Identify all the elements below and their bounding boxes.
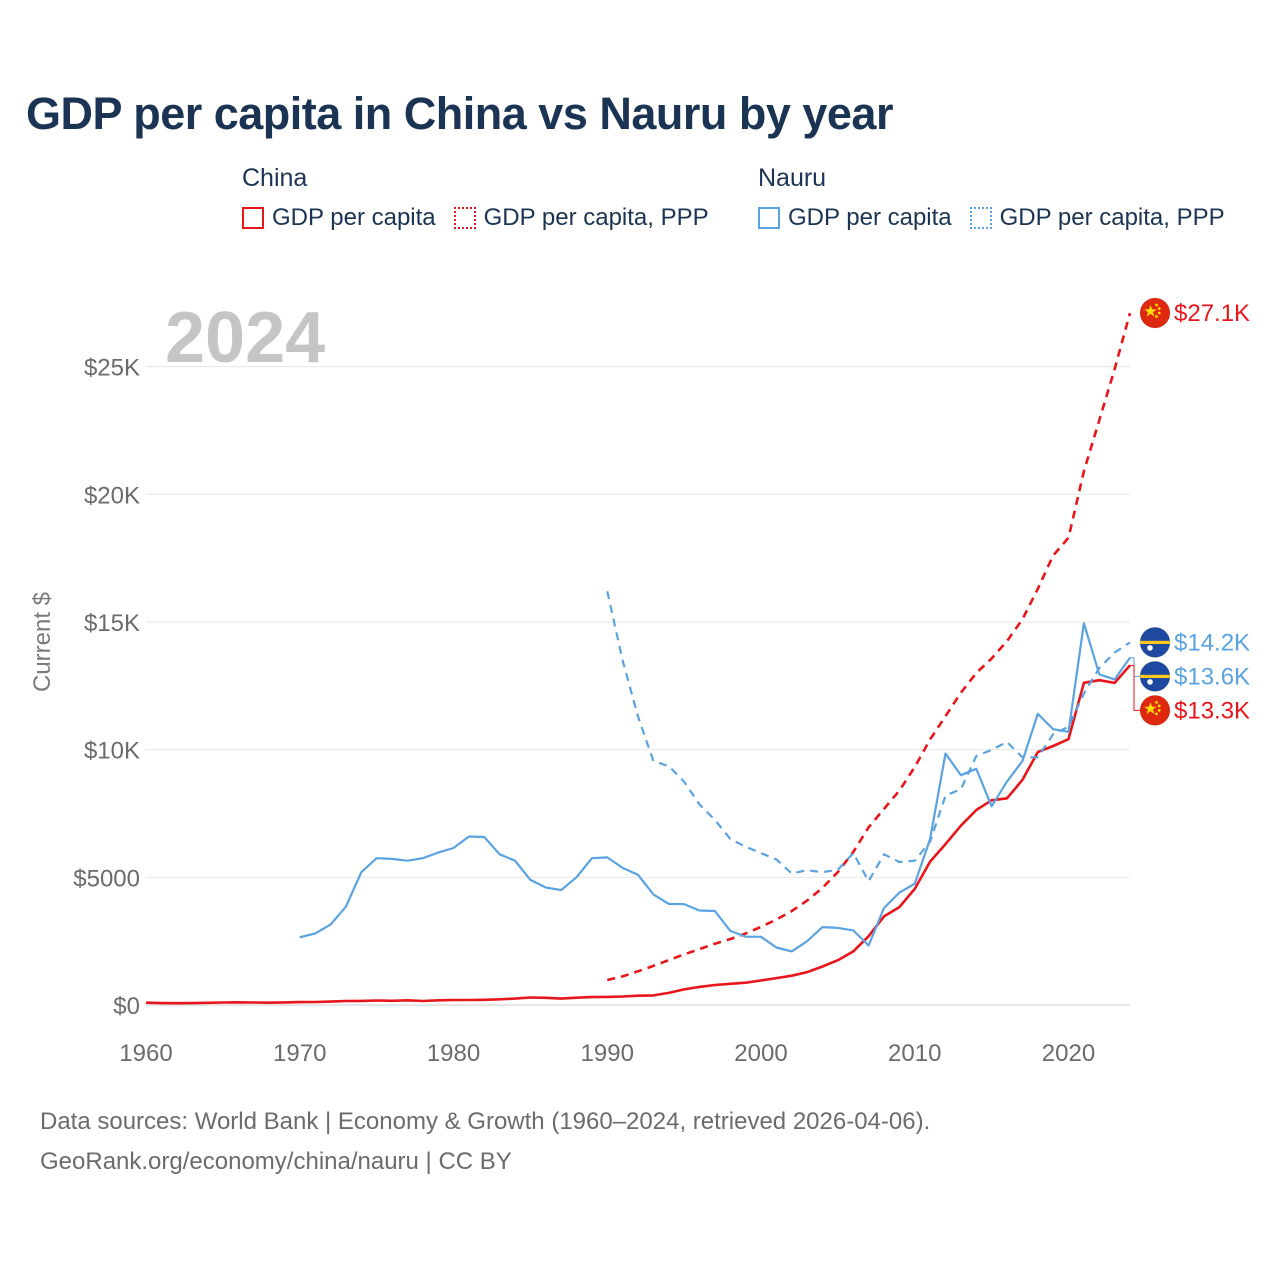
- legend-swatch-dotted-icon: [969, 207, 992, 229]
- year-label: 2024: [165, 298, 325, 378]
- series-line-2: [299, 622, 1131, 953]
- y-axis-label: Current $: [29, 592, 56, 692]
- end-labels: $27.1K $14.2K $13.6K $13.3K: [1130, 297, 1250, 726]
- y-tick-label: $15K: [84, 610, 140, 637]
- x-tick-label: 1990: [581, 1040, 634, 1067]
- end-label-value: $13.6K: [1174, 663, 1250, 690]
- series-lines: [145, 312, 1132, 1005]
- legend-group-title: China: [242, 164, 308, 192]
- end-label-value: $14.2K: [1174, 629, 1250, 656]
- legend-item-china-gdp[interactable]: GDP per capita: [242, 204, 436, 232]
- nauru-flag-icon: [1139, 626, 1171, 658]
- legend-item-nauru-gdp-ppp[interactable]: GDP per capita, PPP: [969, 204, 1225, 232]
- legend-swatch-solid-icon: [758, 207, 780, 229]
- legend-swatch-solid-icon: [242, 207, 264, 229]
- y-axis: $0 $5000 $10K $15K $20K $25K: [73, 355, 140, 1020]
- legend-group-title: Nauru: [758, 164, 827, 192]
- footer-attribution: GeoRank.org/economy/china/nauru | CC BY: [40, 1148, 512, 1175]
- y-tick-label: $0: [113, 993, 140, 1020]
- legend-item-label: GDP per capita, PPP: [483, 204, 709, 231]
- legend-item-nauru-gdp[interactable]: GDP per capita: [758, 204, 952, 232]
- china-flag-icon: [1139, 297, 1171, 329]
- china-flag-icon: [1139, 694, 1171, 726]
- x-tick-label: 1960: [119, 1040, 172, 1067]
- legend-swatch-dotted-icon: [453, 207, 476, 229]
- end-label-value: $13.3K: [1174, 697, 1250, 724]
- x-axis: 1960 1970 1980 1990 2000 2010 2020: [119, 1040, 1095, 1067]
- legend-item-label: GDP per capita: [788, 204, 952, 231]
- x-tick-label: 1980: [427, 1040, 480, 1067]
- series-line-3: [606, 591, 1131, 883]
- x-tick-label: 2020: [1042, 1040, 1095, 1067]
- end-label-leader: [1130, 664, 1140, 711]
- legend-item-china-gdp-ppp[interactable]: GDP per capita, PPP: [453, 204, 709, 232]
- x-tick-label: 2000: [734, 1040, 787, 1067]
- y-tick-label: $5000: [73, 865, 140, 892]
- x-tick-label: 1970: [273, 1040, 326, 1067]
- end-label-leader: [1130, 657, 1140, 677]
- series-line-1: [607, 312, 1132, 982]
- series-line-0: [145, 664, 1131, 1005]
- y-tick-label: $10K: [84, 738, 140, 765]
- footer-sources: Data sources: World Bank | Economy & Gro…: [40, 1108, 931, 1135]
- y-tick-label: $20K: [84, 482, 140, 509]
- nauru-flag-icon: [1139, 660, 1171, 692]
- legend-item-label: GDP per capita: [272, 204, 436, 231]
- grid: [146, 366, 1130, 1006]
- end-label-value: $27.1K: [1174, 300, 1250, 327]
- legend-item-label: GDP per capita, PPP: [999, 204, 1225, 231]
- legend-group-nauru: Nauru GDP per capita GDP per capita, PPP: [758, 162, 1225, 232]
- x-tick-label: 2010: [888, 1040, 941, 1067]
- y-tick-label: $25K: [84, 355, 140, 382]
- page-title: GDP per capita in China vs Nauru by year: [26, 88, 893, 139]
- legend-group-china: China GDP per capita GDP per capita, PPP: [242, 162, 727, 232]
